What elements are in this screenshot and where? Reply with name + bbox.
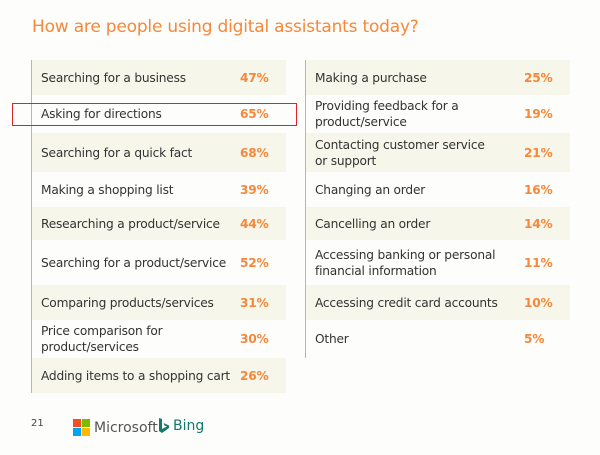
row-value: 11% — [524, 255, 553, 270]
row-label: Changing an order — [315, 182, 426, 197]
row-value: 44% — [240, 216, 269, 231]
row-label: Searching for a business — [41, 70, 186, 85]
table-row: Researching a product/service 44% — [32, 207, 286, 240]
row-value: 16% — [524, 182, 553, 197]
bing-wordmark: Bing — [173, 417, 205, 434]
row-value: 19% — [524, 107, 553, 121]
row-value: 5% — [524, 332, 545, 346]
table-row: Adding items to a shopping cart 26% — [32, 358, 286, 393]
row-value: 10% — [524, 295, 553, 310]
row-value: 39% — [240, 182, 269, 197]
table-row: Cancelling an order 14% — [306, 207, 570, 240]
table-row: Asking for directions 65% — [32, 95, 286, 133]
right-column: Making a purchase 25% Providing feedback … — [305, 60, 570, 358]
table-row: Other 5% — [306, 320, 570, 358]
row-value: 25% — [524, 70, 553, 85]
row-label: Adding items to a shopping cart — [41, 368, 231, 383]
bing-b-icon — [159, 418, 169, 433]
row-label: Accessing banking or personal financial … — [315, 247, 496, 278]
microsoft-wordmark: Microsoft — [94, 419, 158, 436]
row-value: 52% — [240, 255, 269, 270]
row-label: Searching for a product/service — [41, 255, 227, 270]
row-value: 14% — [524, 216, 553, 231]
row-label: Accessing credit card accounts — [315, 295, 498, 310]
bing-logo: Bing — [158, 417, 204, 434]
row-label: Searching for a quick fact — [41, 145, 193, 160]
microsoft-squares-icon — [73, 419, 90, 436]
table-row: Contacting customer service or support 21… — [306, 133, 570, 172]
table-row: Searching for a product/service 52% — [32, 240, 286, 285]
row-label: Making a purchase — [315, 70, 427, 85]
row-value: 31% — [240, 295, 269, 310]
row-label: Making a shopping list — [41, 182, 174, 197]
row-value: 21% — [524, 145, 553, 160]
row-value: 26% — [240, 368, 269, 383]
row-label: Comparing products/services — [41, 295, 214, 310]
table-row: Accessing banking or personal financial … — [306, 240, 570, 285]
table-row: Providing feedback for a product/service… — [306, 95, 570, 133]
row-value: 68% — [240, 145, 269, 160]
row-label: Asking for directions — [41, 107, 162, 121]
row-label: Price comparison for product/services — [41, 324, 163, 354]
left-column: Searching for a business 47% Asking for d… — [31, 60, 286, 393]
page-number: 21 — [31, 418, 44, 429]
row-label: Providing feedback for a product/service — [315, 99, 459, 129]
table-row: Making a shopping list 39% — [32, 172, 286, 207]
table-row: Searching for a business 47% — [32, 60, 286, 95]
microsoft-logo: Microsoft — [73, 419, 158, 436]
table-row: Accessing credit card accounts 10% — [306, 285, 570, 320]
table-row: Making a purchase 25% — [306, 60, 570, 95]
table-row: Searching for a quick fact 68% — [32, 133, 286, 172]
table-row: Changing an order 16% — [306, 172, 570, 207]
row-value: 47% — [240, 70, 269, 85]
slide-title: How are people using digital assistants … — [32, 17, 419, 37]
row-label: Cancelling an order — [315, 216, 431, 231]
row-label: Contacting customer service or support — [315, 137, 485, 168]
table-row: Price comparison for product/services 30% — [32, 320, 286, 358]
row-value: 30% — [240, 332, 269, 346]
highlight-box — [12, 103, 297, 126]
table-row: Comparing products/services 31% — [32, 285, 286, 320]
row-value: 65% — [240, 107, 269, 121]
row-label: Other — [315, 332, 349, 346]
row-label: Researching a product/service — [41, 216, 220, 231]
